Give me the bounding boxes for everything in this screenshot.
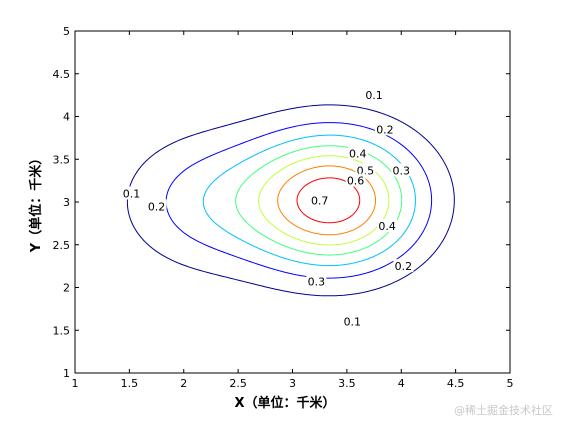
y-tick-label: 4.5 <box>53 68 71 81</box>
contour-label: 0.7 <box>311 194 329 207</box>
contour-label-background <box>377 218 398 232</box>
contour-label-background <box>393 259 414 273</box>
contour-level-0-1 <box>126 104 455 297</box>
x-tick-label: 5 <box>507 377 514 390</box>
x-tick-label: 1.5 <box>121 377 139 390</box>
contour-label: 0.3 <box>393 164 411 177</box>
contour-label-background <box>342 314 363 328</box>
contour-label-background <box>121 186 142 200</box>
y-tick-label: 5 <box>63 25 70 38</box>
x-tick-label: 1 <box>72 377 79 390</box>
x-tick-label: 4 <box>398 377 405 390</box>
contour-label-background <box>146 199 167 213</box>
x-tick-label: 4.5 <box>447 377 465 390</box>
contour-level-0-4 <box>235 145 403 256</box>
y-tick-label: 2.5 <box>53 239 71 252</box>
contour-label: 0.2 <box>395 260 413 273</box>
x-tick-label: 2 <box>180 377 187 390</box>
contour-label-background <box>364 88 385 102</box>
y-tick-label: 3.5 <box>53 153 71 166</box>
contour-label: 0.1 <box>365 89 383 102</box>
contour-label: 0.4 <box>378 220 396 233</box>
y-axis: 1 1.5 2 2.5 3 3.5 4 4.5 5 <box>53 25 510 380</box>
contour-label: 0.2 <box>376 123 394 136</box>
contour-label-background <box>391 163 412 177</box>
contour-label-background <box>345 173 366 187</box>
x-tick-label: 2.5 <box>229 377 247 390</box>
y-tick-label: 3 <box>63 196 70 209</box>
contour-label: 0.6 <box>347 175 365 188</box>
contour-label: 0.1 <box>344 316 362 329</box>
y-axis-title: Y（单位：千米） <box>28 152 44 253</box>
contour-label-background <box>355 163 376 177</box>
contour-label: 0.2 <box>148 200 166 213</box>
contour-label-background <box>374 122 395 136</box>
watermark-text: @稀土掘金技术社区 <box>454 404 553 417</box>
y-tick-label: 2 <box>63 282 70 295</box>
contour-label: 0.4 <box>349 147 367 160</box>
y-tick-label: 4 <box>63 111 70 124</box>
y-tick-label: 1.5 <box>53 324 71 337</box>
contour-label: 0.1 <box>123 187 141 200</box>
x-axis: 1 1.5 2 2.5 3 3.5 4 4.5 5 <box>72 31 514 390</box>
contour-label-background <box>309 193 330 207</box>
x-tick-label: 3 <box>289 377 296 390</box>
y-tick-label: 1 <box>63 367 70 380</box>
x-axis-title: X（单位：千米） <box>234 395 335 411</box>
contour-label-background <box>306 274 327 288</box>
plot-area <box>74 30 511 374</box>
contour-labels: 0.10.10.10.20.20.20.30.30.40.40.50.60.7 <box>121 88 414 329</box>
contour-label: 0.3 <box>308 276 326 289</box>
x-tick-label: 3.5 <box>338 377 356 390</box>
contour-label-background <box>347 146 368 160</box>
